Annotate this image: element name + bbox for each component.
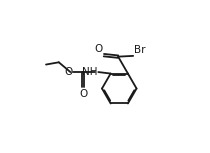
Text: Br: Br (134, 45, 145, 55)
Text: O: O (79, 89, 87, 99)
Text: O: O (64, 67, 73, 77)
Text: O: O (94, 44, 103, 54)
Text: NH: NH (82, 67, 98, 77)
